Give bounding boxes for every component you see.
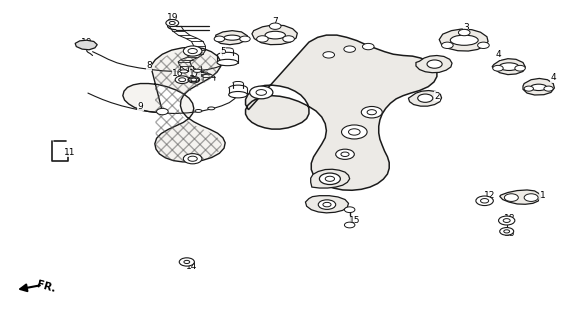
Circle shape — [344, 46, 356, 52]
Text: 7: 7 — [272, 17, 278, 26]
Polygon shape — [492, 59, 525, 75]
Ellipse shape — [217, 59, 238, 66]
Ellipse shape — [531, 84, 547, 91]
Ellipse shape — [188, 78, 199, 82]
Ellipse shape — [450, 35, 478, 45]
Ellipse shape — [208, 107, 215, 110]
Polygon shape — [523, 78, 554, 95]
Circle shape — [363, 44, 374, 50]
Circle shape — [183, 154, 202, 164]
Ellipse shape — [193, 69, 201, 72]
Text: 15: 15 — [349, 216, 360, 225]
Circle shape — [480, 198, 489, 203]
Ellipse shape — [195, 109, 202, 112]
Polygon shape — [416, 55, 452, 73]
Polygon shape — [123, 47, 225, 162]
Polygon shape — [75, 40, 97, 50]
Circle shape — [178, 78, 185, 82]
Ellipse shape — [499, 63, 519, 70]
Polygon shape — [311, 169, 350, 188]
Circle shape — [367, 110, 377, 115]
Circle shape — [325, 176, 335, 181]
Text: 6: 6 — [227, 38, 233, 47]
Polygon shape — [252, 25, 297, 45]
Ellipse shape — [224, 35, 240, 40]
Circle shape — [175, 76, 189, 84]
Circle shape — [504, 230, 510, 233]
Circle shape — [458, 29, 470, 36]
Circle shape — [477, 42, 489, 49]
Circle shape — [184, 260, 189, 264]
Circle shape — [349, 129, 360, 135]
Circle shape — [188, 49, 197, 53]
Circle shape — [345, 222, 355, 228]
Circle shape — [503, 219, 510, 222]
Circle shape — [214, 36, 224, 42]
Circle shape — [257, 36, 268, 42]
Circle shape — [342, 125, 367, 139]
Circle shape — [336, 149, 354, 159]
Circle shape — [345, 207, 355, 212]
Text: 13: 13 — [504, 229, 516, 238]
Circle shape — [504, 194, 518, 201]
Text: 19: 19 — [167, 13, 178, 22]
Polygon shape — [305, 196, 349, 213]
Polygon shape — [245, 35, 437, 190]
Circle shape — [341, 152, 349, 156]
Text: 3: 3 — [463, 23, 469, 32]
Circle shape — [319, 173, 340, 185]
Circle shape — [256, 90, 266, 95]
Circle shape — [183, 46, 202, 56]
Circle shape — [493, 65, 503, 71]
Circle shape — [250, 86, 273, 99]
Ellipse shape — [265, 31, 286, 39]
Text: 16: 16 — [173, 69, 184, 78]
Circle shape — [191, 78, 196, 81]
Circle shape — [157, 108, 168, 115]
Polygon shape — [439, 29, 488, 51]
Text: 14: 14 — [186, 262, 197, 271]
Circle shape — [544, 86, 553, 91]
Circle shape — [500, 228, 514, 235]
Text: 8: 8 — [146, 61, 152, 70]
Circle shape — [524, 86, 533, 91]
Text: 4: 4 — [495, 50, 501, 59]
Text: 1: 1 — [540, 191, 546, 200]
Circle shape — [323, 202, 331, 207]
Circle shape — [441, 42, 453, 49]
Text: 10: 10 — [81, 38, 93, 47]
Polygon shape — [215, 31, 247, 45]
Circle shape — [179, 258, 194, 266]
Ellipse shape — [229, 92, 247, 98]
Circle shape — [417, 94, 433, 102]
Circle shape — [188, 156, 197, 161]
Text: 5: 5 — [220, 47, 226, 56]
Circle shape — [188, 76, 199, 83]
Text: 9: 9 — [138, 102, 143, 111]
Circle shape — [170, 21, 175, 25]
Text: 11: 11 — [64, 148, 75, 156]
Text: FR.: FR. — [36, 279, 57, 294]
Circle shape — [323, 52, 335, 58]
Circle shape — [240, 36, 250, 42]
Text: 4: 4 — [550, 73, 556, 82]
Circle shape — [166, 20, 178, 27]
Circle shape — [515, 65, 525, 71]
Circle shape — [361, 107, 382, 118]
Text: 2: 2 — [434, 92, 440, 101]
Polygon shape — [500, 190, 540, 204]
Text: 12: 12 — [483, 190, 495, 200]
Circle shape — [427, 60, 442, 68]
Circle shape — [283, 36, 294, 42]
Circle shape — [524, 194, 538, 201]
Circle shape — [318, 200, 336, 209]
Ellipse shape — [180, 70, 188, 73]
Circle shape — [476, 196, 493, 205]
Circle shape — [498, 216, 515, 225]
Text: 18: 18 — [504, 214, 516, 223]
Polygon shape — [409, 91, 441, 106]
Text: 17: 17 — [189, 69, 201, 78]
Circle shape — [269, 23, 281, 29]
